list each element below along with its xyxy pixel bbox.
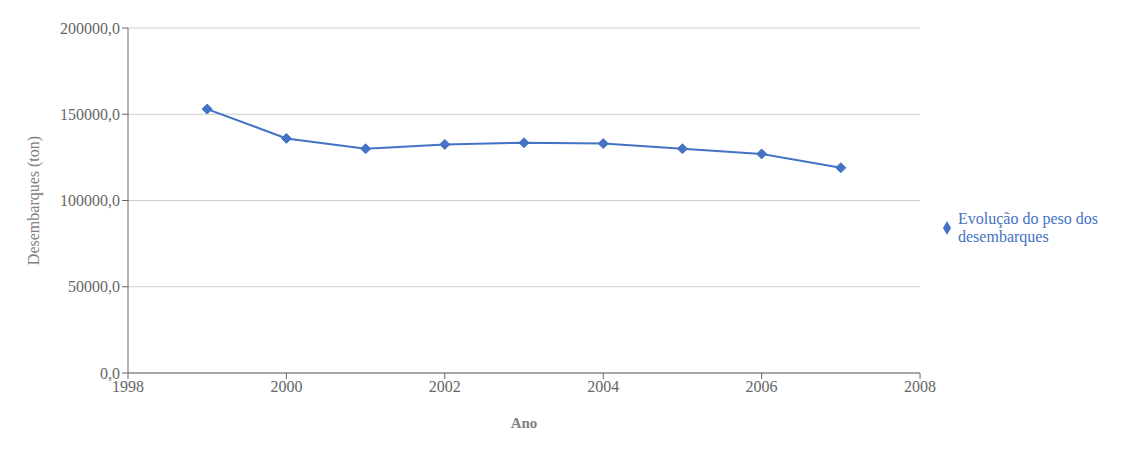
svg-text:Ano: Ano (511, 415, 538, 431)
svg-text:2008: 2008 (904, 378, 936, 395)
svg-text:200000,0: 200000,0 (60, 20, 120, 37)
svg-text:2002: 2002 (429, 378, 461, 395)
svg-text:2000: 2000 (270, 378, 302, 395)
html-text:Evolução do peso dos desembarq: Evolução do peso dos desembarques (958, 210, 1098, 245)
svg-text:0,0: 0,0 (100, 365, 120, 382)
svg-text:2006: 2006 (746, 378, 778, 395)
svg-text:Desembarques (ton): Desembarques (ton) (25, 136, 43, 265)
svg-text:1998: 1998 (112, 378, 144, 396)
svg-text:2004: 2004 (587, 378, 619, 395)
svg-text:150000,0: 150000,0 (60, 106, 120, 123)
svg-text:50000,0: 50000,0 (68, 278, 120, 295)
svg-text:100000,0: 100000,0 (60, 192, 120, 209)
